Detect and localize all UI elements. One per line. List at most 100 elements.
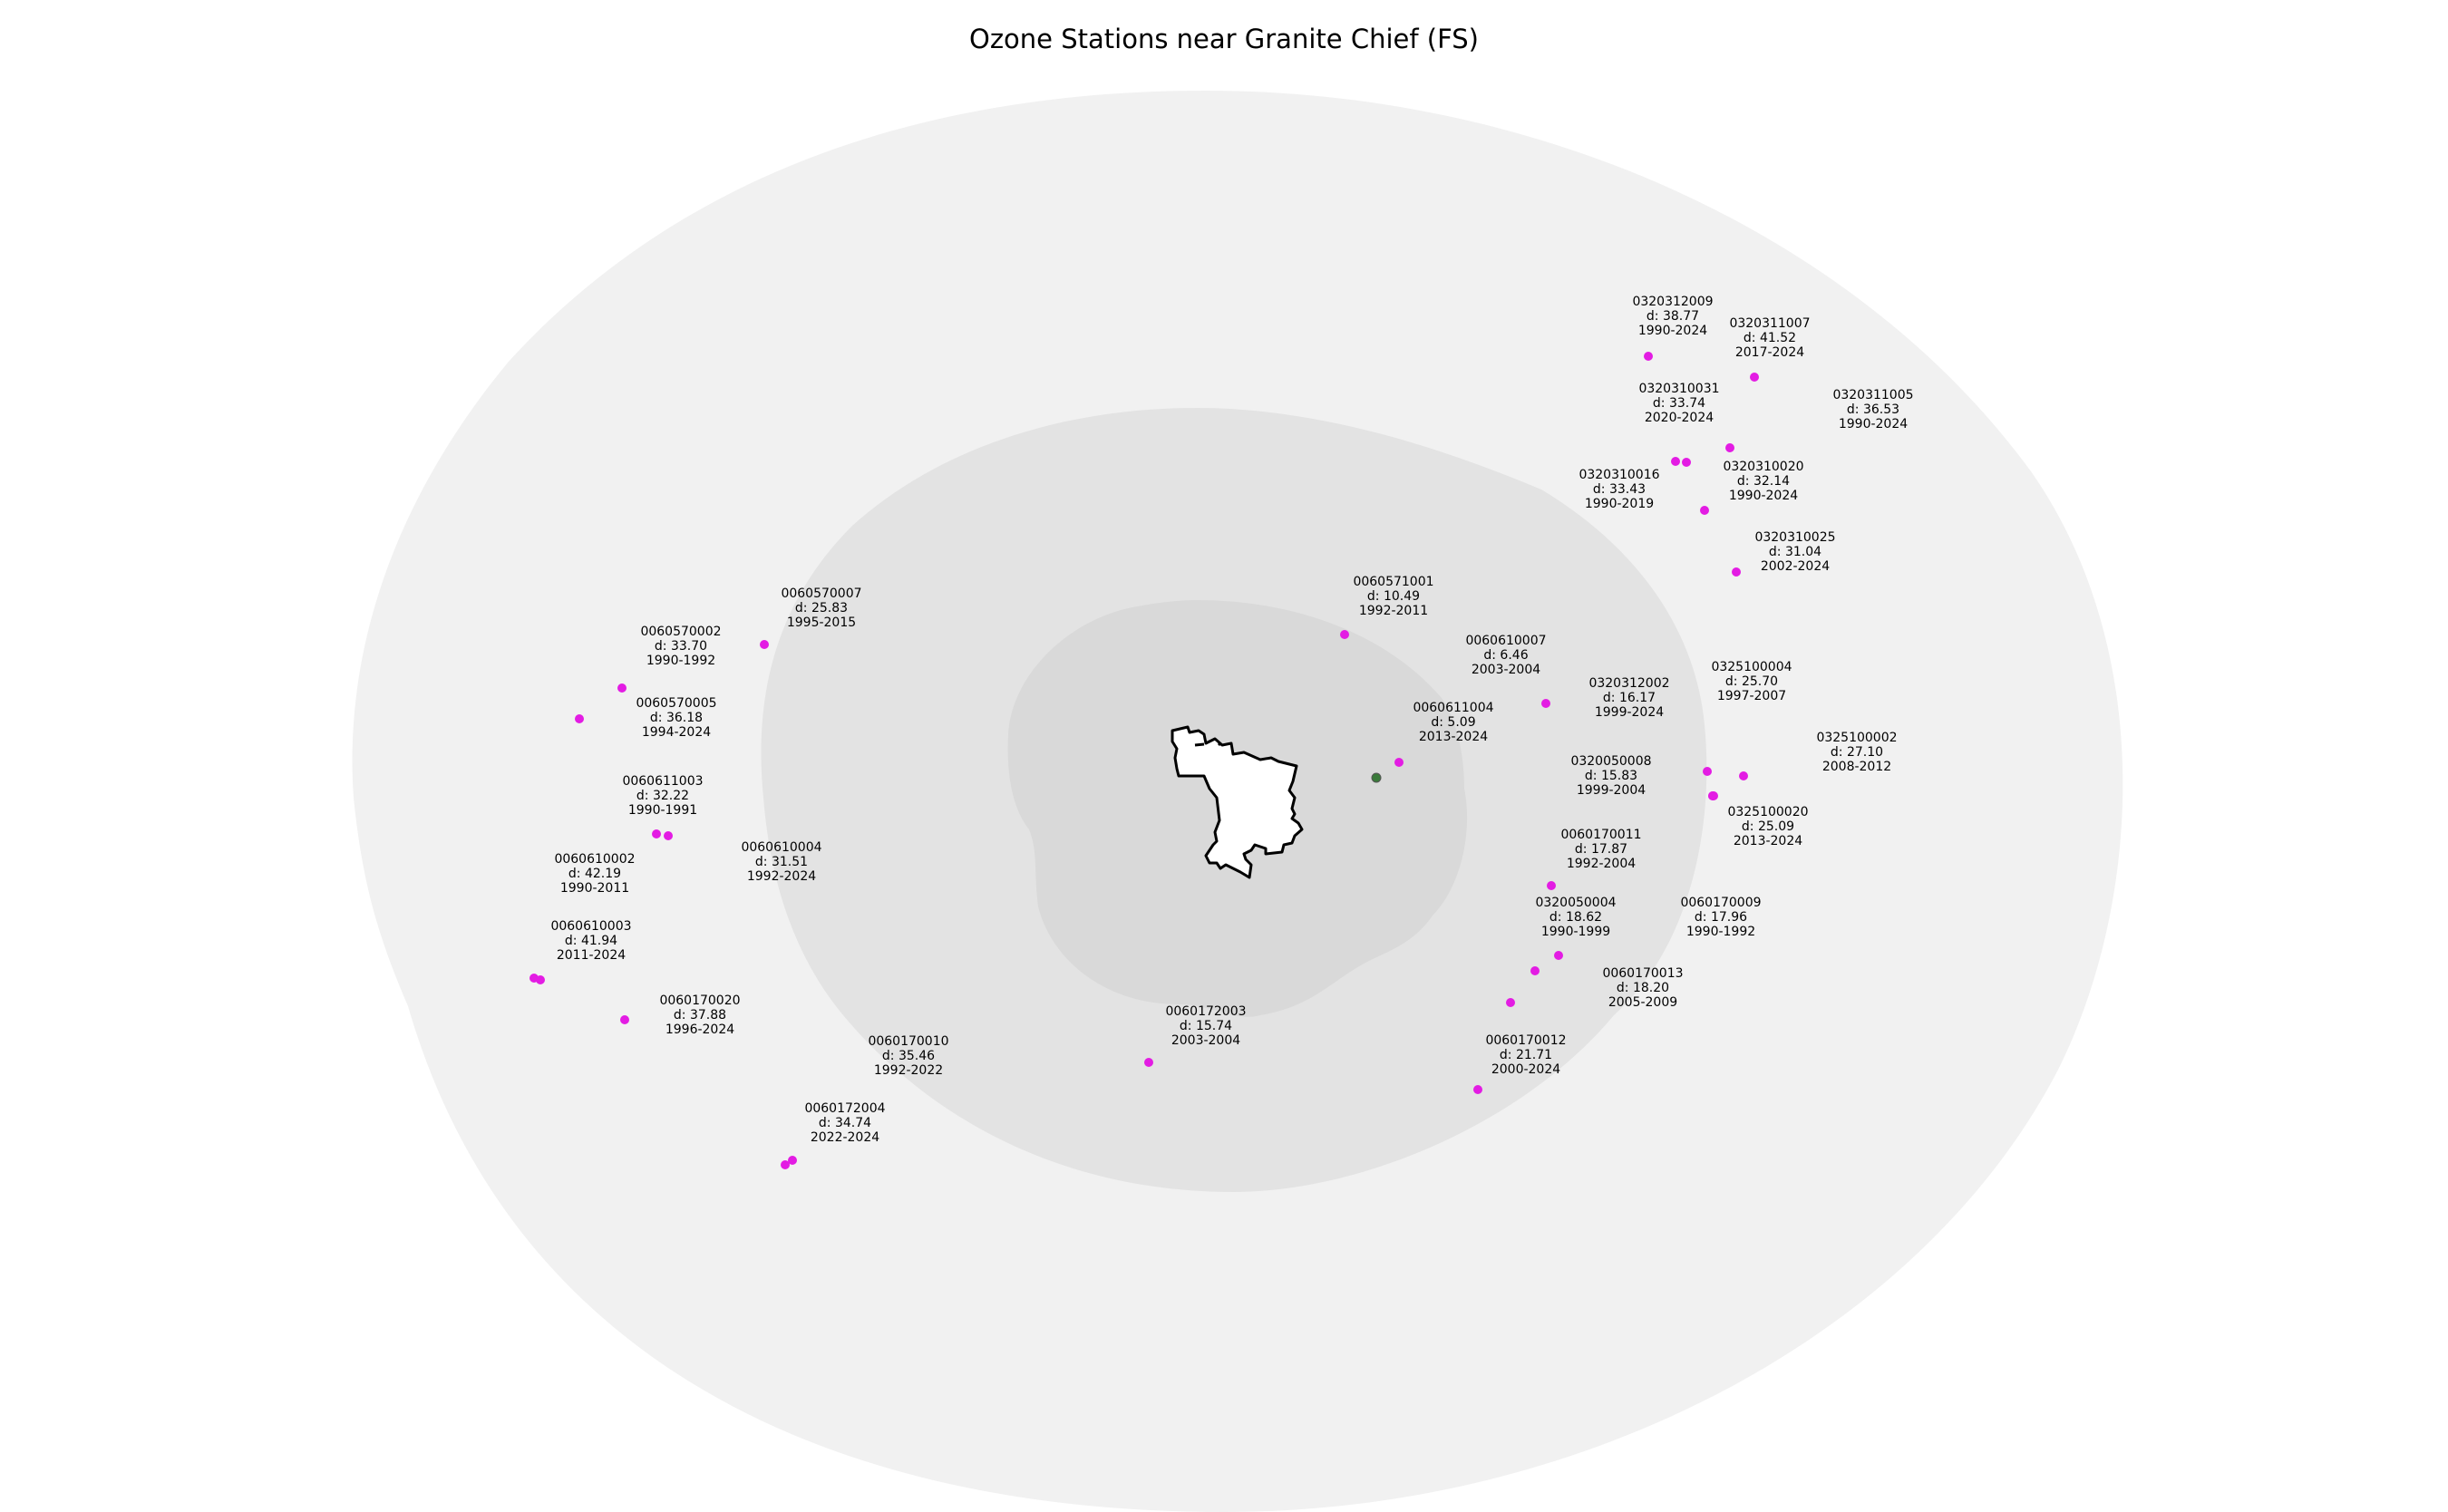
station-label: 0060570005 d: 36.18 1994-2024 (636, 696, 716, 740)
station-distance: d: 33.74 (1653, 396, 1705, 411)
station-id: 0320310016 (1579, 468, 1659, 482)
station-years: 2022-2024 (811, 1130, 879, 1145)
station-id: 0320312002 (1588, 676, 1669, 691)
station-marker (529, 974, 539, 983)
station-distance: d: 18.62 (1549, 910, 1602, 925)
station-id: 0060172004 (804, 1101, 885, 1116)
station-marker (1708, 791, 1717, 800)
station-label: 0060170012 d: 21.71 2000-2024 (1485, 1033, 1566, 1077)
station-id: 0325100004 (1711, 660, 1792, 674)
station-label: 0320050004 d: 18.62 1990-1999 (1535, 896, 1616, 939)
station-distance: d: 25.70 (1725, 674, 1778, 689)
station-label: 0060570007 d: 25.83 1995-2015 (781, 586, 861, 630)
station-distance: d: 38.77 (1647, 309, 1699, 324)
station-marker (760, 640, 769, 649)
station-years: 2017-2024 (1735, 345, 1804, 360)
station-id: 0325100002 (1816, 731, 1897, 745)
station-distance: d: 35.46 (882, 1049, 935, 1063)
station-marker (1644, 352, 1653, 361)
station-label: 0320311005 d: 36.53 1990-2024 (1832, 388, 1913, 431)
station-distance: d: 33.43 (1593, 482, 1646, 497)
station-label: 0320310020 d: 32.14 1990-2024 (1723, 460, 1803, 503)
station-years: 2020-2024 (1645, 411, 1714, 425)
station-years: 1990-1992 (1686, 925, 1755, 939)
station-distance: d: 34.74 (819, 1116, 871, 1130)
station-id: 0320310031 (1638, 382, 1719, 396)
station-id: 0060170009 (1680, 896, 1761, 910)
station-id: 0320050004 (1535, 896, 1616, 910)
station-years: 2013-2024 (1734, 834, 1802, 848)
station-label: 0060170010 d: 35.46 1992-2022 (868, 1034, 948, 1078)
station-label: 0320310016 d: 33.43 1990-2019 (1579, 468, 1659, 511)
station-label: 0060172004 d: 34.74 2022-2024 (804, 1101, 885, 1145)
station-id: 0060170013 (1602, 966, 1683, 981)
station-label: 0320310025 d: 31.04 2002-2024 (1754, 530, 1835, 574)
station-label: 0325100002 d: 27.10 2008-2012 (1816, 731, 1897, 774)
station-id: 0060610007 (1465, 634, 1546, 648)
station-marker (1340, 630, 1349, 639)
station-years: 1994-2024 (642, 725, 711, 740)
area-center-point (1371, 772, 1382, 783)
station-marker (664, 831, 673, 840)
station-marker (1554, 951, 1563, 960)
station-years: 1995-2015 (787, 615, 856, 630)
station-label: 0060611004 d: 5.09 2013-2024 (1413, 701, 1493, 744)
station-distance: d: 15.74 (1180, 1019, 1232, 1033)
station-label: 0060172003 d: 15.74 2003-2004 (1165, 1004, 1246, 1048)
station-label: 0060170009 d: 17.96 1990-1992 (1680, 896, 1761, 939)
station-marker (1725, 443, 1734, 452)
station-distance: d: 41.94 (565, 934, 617, 948)
station-distance: d: 15.83 (1585, 769, 1637, 783)
station-marker (1530, 966, 1540, 975)
station-label: 0320312009 d: 38.77 1990-2024 (1632, 295, 1713, 338)
station-marker (1541, 699, 1550, 708)
station-distance: d: 36.18 (650, 711, 703, 725)
station-distance: d: 36.53 (1847, 402, 1899, 417)
station-years: 1992-2024 (747, 869, 816, 884)
station-distance: d: 25.09 (1742, 819, 1794, 834)
station-label: 0060610007 d: 6.46 2003-2004 (1465, 634, 1546, 677)
granite-chief-boundary (1171, 725, 1304, 879)
station-id: 0320311007 (1729, 316, 1810, 331)
station-label: 0060610004 d: 31.51 1992-2024 (741, 840, 821, 884)
station-years: 2002-2024 (1761, 559, 1830, 574)
station-years: 1990-1991 (628, 803, 697, 818)
station-marker (1732, 567, 1741, 577)
station-label: 0325100004 d: 25.70 1997-2007 (1711, 660, 1792, 703)
station-marker (652, 829, 661, 838)
station-id: 0060610003 (550, 919, 631, 934)
station-label: 0060170013 d: 18.20 2005-2009 (1602, 966, 1683, 1010)
station-distance: d: 32.22 (636, 789, 689, 803)
station-distance: d: 41.52 (1744, 331, 1796, 345)
station-years: 2000-2024 (1491, 1062, 1560, 1077)
station-label: 0060610003 d: 41.94 2011-2024 (550, 919, 631, 963)
station-id: 0320310025 (1754, 530, 1835, 545)
station-id: 0060170011 (1560, 828, 1641, 842)
station-distance: d: 25.83 (795, 601, 848, 615)
station-years: 1990-2011 (560, 881, 629, 896)
station-years: 1990-2024 (1638, 324, 1707, 338)
station-marker (1703, 767, 1712, 776)
station-years: 1990-1992 (646, 654, 715, 668)
station-marker (788, 1156, 797, 1165)
station-years: 2005-2009 (1608, 995, 1677, 1010)
station-years: 1999-2004 (1577, 783, 1646, 798)
station-label: 0060170020 d: 37.88 1996-2024 (659, 993, 740, 1037)
station-marker (617, 683, 627, 693)
station-marker (1671, 457, 1680, 466)
map-title: Ozone Stations near Granite Chief (FS) (969, 24, 1479, 54)
station-id: 0325100020 (1727, 805, 1808, 819)
station-distance: d: 10.49 (1367, 589, 1420, 604)
station-years: 1996-2024 (665, 1023, 734, 1037)
station-id: 0060570002 (640, 625, 721, 639)
station-distance: d: 17.87 (1575, 842, 1627, 857)
station-id: 0060170010 (868, 1034, 948, 1049)
station-id: 0060170012 (1485, 1033, 1566, 1048)
station-marker (1750, 373, 1759, 382)
station-label: 0060610002 d: 42.19 1990-2011 (554, 852, 635, 896)
station-years: 1990-1999 (1541, 925, 1610, 939)
station-id: 0060570007 (781, 586, 861, 601)
station-label: 0320310031 d: 33.74 2020-2024 (1638, 382, 1719, 425)
station-label: 0060570002 d: 33.70 1990-1992 (640, 625, 721, 668)
